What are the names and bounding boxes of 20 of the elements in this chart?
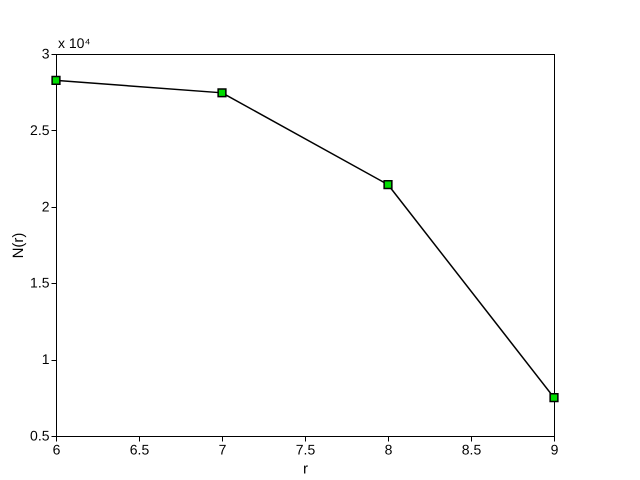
y-tick-label: 2.5 (30, 122, 50, 138)
point (217, 88, 227, 98)
y-tick-label: 0.5 (30, 428, 50, 444)
x-tick-label: 6.5 (130, 442, 150, 458)
x-tick-label: 8.5 (462, 442, 482, 458)
y-axis-title: N(r) (10, 232, 28, 258)
point (383, 180, 393, 190)
y-tick-label: 1.5 (30, 274, 50, 291)
x-axis-title: r (303, 460, 308, 478)
x-tick-label: 6 (52, 442, 61, 458)
x-tick-label: 7 (218, 442, 227, 458)
y-tick-label: 2 (42, 198, 50, 214)
y-tick-label: 3 (42, 46, 50, 62)
point (549, 393, 559, 402)
text: x 10⁴ (58, 35, 90, 51)
x-tick-label: 7.5 (296, 442, 316, 458)
y-tick-label: 1 (42, 351, 50, 368)
x-tick-label: 8 (384, 442, 393, 458)
point (51, 76, 61, 86)
x-tick-label: 9 (550, 442, 559, 458)
